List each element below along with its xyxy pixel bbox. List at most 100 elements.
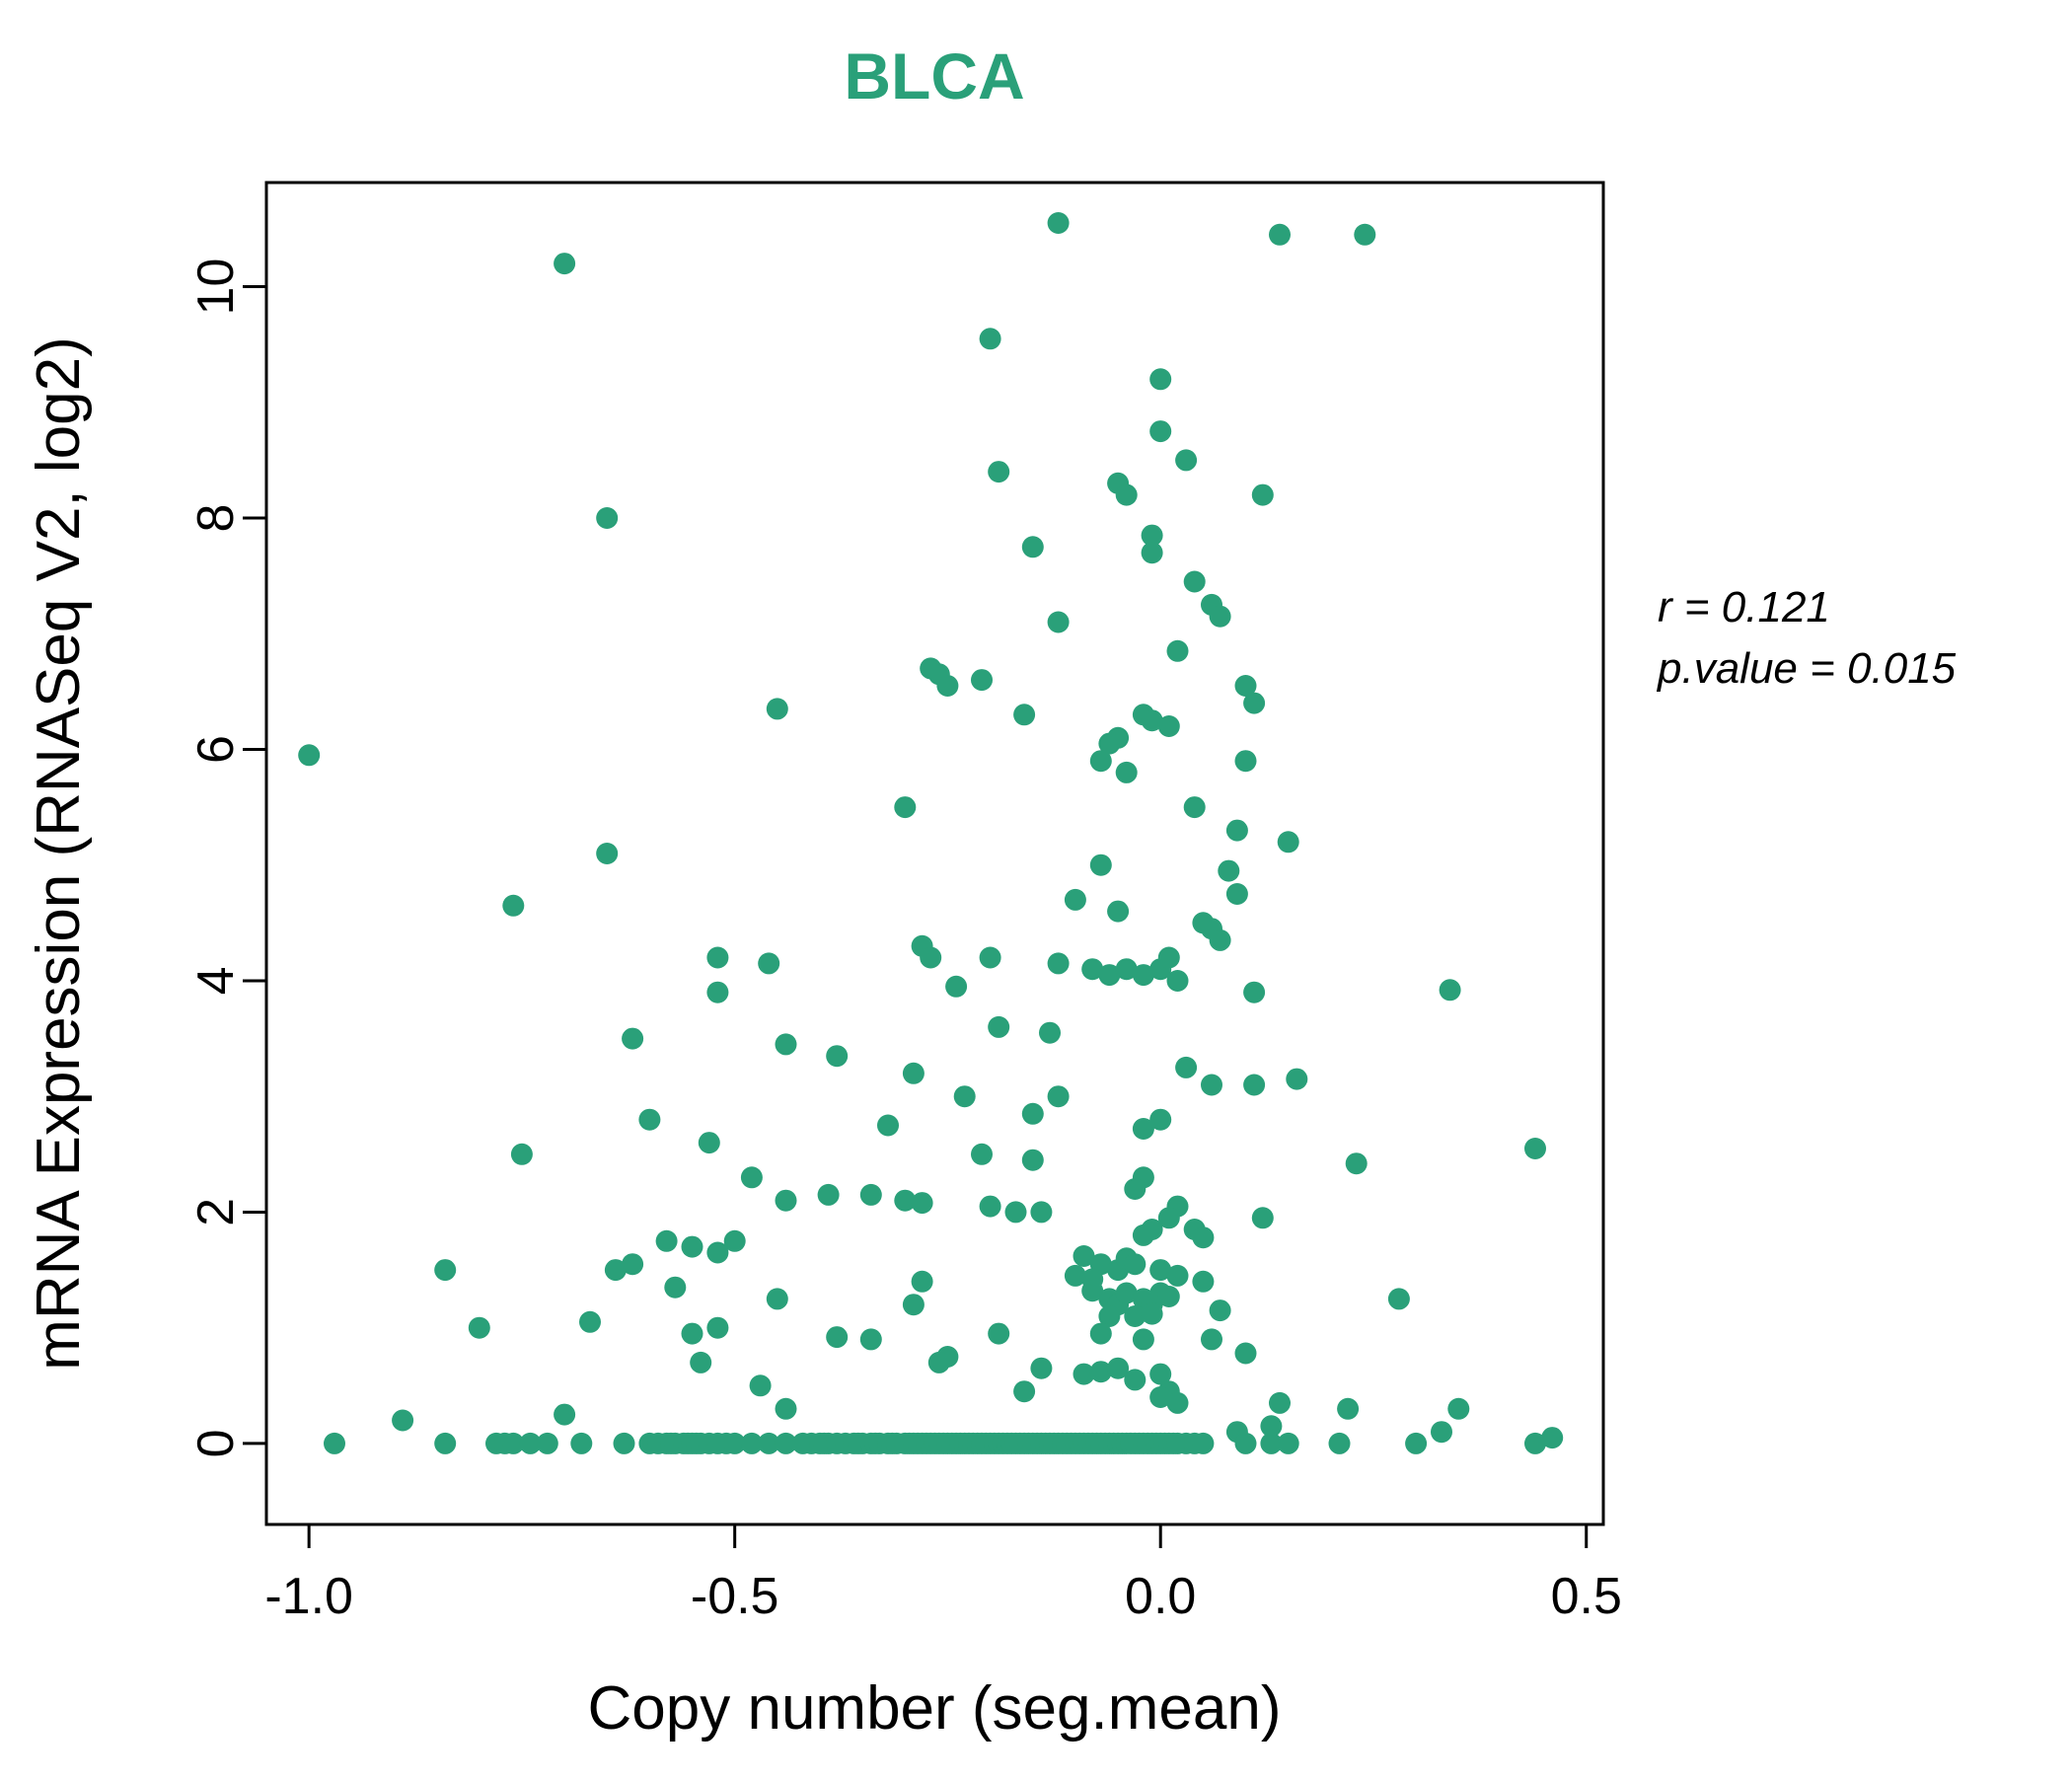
data-point — [1175, 449, 1198, 472]
data-point — [740, 1432, 763, 1454]
data-point — [1115, 1282, 1138, 1304]
data-point — [681, 1322, 703, 1345]
data-point — [1439, 979, 1461, 1002]
data-point — [1243, 692, 1266, 714]
data-point — [1149, 368, 1172, 391]
x-axis-title: Copy number (seg.mean) — [588, 1674, 1282, 1743]
data-point — [1209, 928, 1231, 951]
data-point — [1251, 1207, 1274, 1229]
data-point — [1243, 981, 1266, 1003]
y-tick-label: 0 — [187, 1429, 245, 1457]
data-point — [1115, 958, 1138, 981]
data-point — [596, 507, 619, 529]
data-point — [1064, 1264, 1086, 1287]
data-point — [1157, 715, 1180, 737]
data-point — [723, 1432, 746, 1454]
data-point — [1328, 1432, 1351, 1454]
data-point — [434, 1259, 457, 1282]
data-point — [468, 1316, 490, 1339]
data-point — [1234, 675, 1257, 697]
data-point — [775, 1189, 797, 1212]
data-point — [766, 1288, 788, 1310]
data-point — [740, 1166, 763, 1189]
y-tick-label: 10 — [187, 259, 245, 316]
y-tick-label: 2 — [187, 1198, 245, 1226]
data-point — [706, 1241, 729, 1264]
x-tick-label: -1.0 — [264, 1568, 353, 1625]
data-point — [817, 1183, 840, 1206]
data-point — [1047, 952, 1070, 975]
data-point — [1073, 1363, 1095, 1385]
data-point — [1115, 483, 1138, 506]
correlation-r-annotation: r = 0.121 — [1658, 583, 1830, 631]
data-point — [1132, 1328, 1154, 1351]
data-point — [749, 1374, 772, 1397]
data-point — [1149, 1386, 1172, 1408]
data-point — [536, 1432, 558, 1454]
data-point — [1047, 212, 1070, 234]
plot-title: BLCA — [844, 39, 1024, 112]
data-point — [1047, 611, 1070, 633]
data-point — [1132, 1118, 1154, 1140]
data-point — [706, 946, 729, 969]
data-point — [1175, 1056, 1198, 1078]
data-point — [698, 1132, 720, 1154]
data-point — [1149, 1259, 1172, 1282]
data-point — [1243, 1074, 1266, 1096]
data-point — [1089, 1361, 1112, 1383]
data-point — [1089, 853, 1112, 876]
data-point — [1286, 1068, 1308, 1090]
data-point — [1064, 888, 1086, 911]
data-point — [766, 698, 788, 720]
data-point — [979, 328, 1001, 350]
data-point — [971, 669, 993, 692]
data-point — [1192, 1270, 1215, 1293]
data-point — [1149, 1363, 1172, 1385]
data-point — [911, 1192, 933, 1215]
data-point — [1192, 1226, 1215, 1249]
data-point — [1447, 1397, 1470, 1420]
data-point — [1089, 1322, 1112, 1345]
data-point — [1277, 1432, 1299, 1454]
data-point — [1354, 223, 1376, 246]
data-point — [1115, 761, 1138, 783]
data-point — [1098, 732, 1121, 755]
data-point — [1132, 1224, 1154, 1246]
data-point — [826, 1045, 849, 1068]
data-point — [1141, 1302, 1163, 1325]
data-point — [554, 1403, 576, 1426]
data-point — [1209, 1299, 1231, 1322]
data-point — [1260, 1432, 1283, 1454]
data-point — [1269, 223, 1291, 246]
data-point — [1132, 964, 1154, 987]
data-point — [988, 461, 1010, 483]
data-point — [1124, 1305, 1147, 1327]
data-point — [1166, 1391, 1189, 1414]
data-point — [1183, 570, 1206, 593]
data-point — [1047, 1085, 1070, 1108]
data-point — [502, 894, 525, 917]
data-point — [1030, 1201, 1053, 1224]
x-tick-label: 0.5 — [1551, 1568, 1622, 1625]
data-point — [1124, 1369, 1147, 1391]
data-point — [579, 1310, 601, 1333]
data-point — [519, 1432, 542, 1454]
data-point — [1107, 900, 1130, 923]
data-point — [920, 946, 942, 969]
data-point — [1225, 819, 1248, 842]
data-point — [758, 1432, 780, 1454]
x-tick-label: 0.0 — [1125, 1568, 1196, 1625]
data-point — [1098, 1305, 1121, 1327]
data-point — [622, 1253, 644, 1276]
data-point — [1157, 1207, 1180, 1229]
data-point — [706, 1316, 729, 1339]
data-point — [1098, 964, 1121, 987]
data-point — [1141, 709, 1163, 732]
x-tick-label: -0.5 — [691, 1568, 779, 1625]
data-point — [971, 1143, 993, 1165]
data-point — [1251, 483, 1274, 506]
data-point — [902, 1062, 925, 1084]
data-point — [1004, 1201, 1027, 1224]
